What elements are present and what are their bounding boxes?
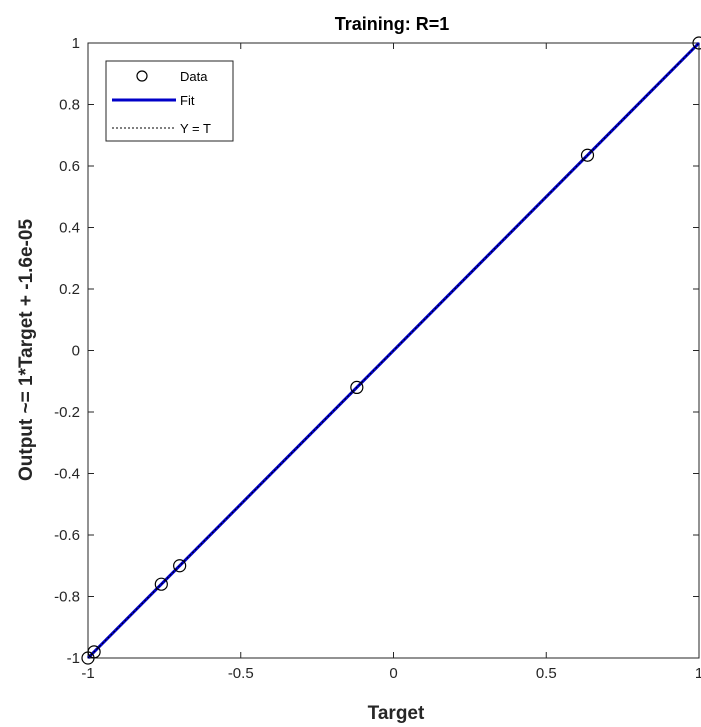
y-tick-label: 0.4 bbox=[59, 220, 80, 237]
legend-fit-label: Fit bbox=[180, 93, 195, 108]
x-tick-label: 0 bbox=[389, 665, 397, 682]
x-tick-label: -1 bbox=[81, 665, 94, 682]
y-axis: -1 -0.8 -0.6 -0.4 -0.2 0 0.2 0.4 0.6 0.8 1 bbox=[54, 35, 699, 667]
y-tick-label: 0.2 bbox=[59, 281, 80, 298]
y-tick-label: -0.4 bbox=[54, 466, 80, 483]
data-point bbox=[692, 36, 701, 50]
y-tick-label: -0.8 bbox=[54, 589, 80, 606]
chart-title: Training: R=1 bbox=[335, 14, 450, 34]
y-tick-label: 0.6 bbox=[59, 158, 80, 175]
data-point bbox=[173, 559, 187, 573]
legend-data-marker bbox=[136, 70, 148, 82]
series-layer bbox=[81, 36, 701, 665]
y-tick-label: -1 bbox=[67, 650, 80, 667]
y-axis-label: Output ~= 1*Target + -1.6e-05 bbox=[16, 219, 37, 481]
data-point bbox=[350, 380, 364, 394]
y-tick-label: 0.8 bbox=[59, 97, 80, 114]
y-tick-label: -0.6 bbox=[54, 527, 80, 544]
x-tick-label: 0.5 bbox=[536, 665, 557, 682]
data-point bbox=[580, 148, 595, 162]
identity-line bbox=[87, 42, 700, 659]
legend-yt-label: Y = T bbox=[180, 121, 211, 136]
y-tick-label: -0.2 bbox=[54, 404, 80, 421]
x-tick-label: -0.5 bbox=[228, 665, 254, 682]
data-point bbox=[87, 645, 101, 659]
legend-data-label: Data bbox=[180, 69, 208, 84]
x-tick-label: 1 bbox=[695, 665, 701, 682]
data-point bbox=[154, 577, 168, 591]
x-axis-label: Target bbox=[368, 703, 425, 724]
legend: Data Fit Y = T bbox=[105, 60, 234, 142]
y-tick-label: 1 bbox=[72, 35, 80, 52]
y-tick-label: 0 bbox=[72, 343, 80, 360]
